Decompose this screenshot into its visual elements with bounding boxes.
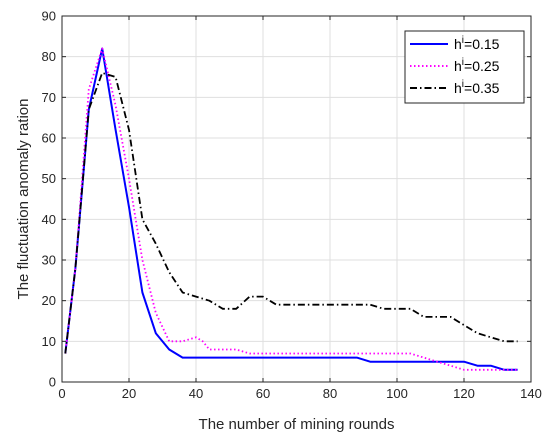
x-axis-title: The number of mining rounds <box>199 416 395 433</box>
y-tick-label: 90 <box>42 9 56 24</box>
axis-ticks: 0 20 40 60 80 100 120 140 0 10 20 30 40 50 60 70 80 90 <box>42 9 542 402</box>
y-tick-label: 80 <box>42 49 56 64</box>
y-tick-label: 30 <box>42 253 56 268</box>
y-tick-label: 60 <box>42 131 56 146</box>
legend: hi=0.15 hi=0.25 hi=0.35 <box>404 30 525 104</box>
series-line-3 <box>64 72 518 354</box>
x-tick-label: 60 <box>256 386 270 401</box>
legend-label-3: hi=0.35 <box>454 79 500 96</box>
x-tick-label: 40 <box>189 386 203 401</box>
x-tick-label: 100 <box>386 386 408 401</box>
series-line-1 <box>64 47 518 371</box>
y-tick-label: 10 <box>42 334 56 349</box>
legend-label-1: hi=0.15 <box>454 35 500 52</box>
axes-box <box>61 15 532 383</box>
x-tick-label: 80 <box>323 386 337 401</box>
y-tick-label: 20 <box>42 293 56 308</box>
y-axis-title: The fluctuation anomaly ration <box>15 99 32 300</box>
x-tick-label: 140 <box>520 386 542 401</box>
y-tick-label: 70 <box>42 90 56 105</box>
legend-label-2: hi=0.25 <box>454 57 500 74</box>
y-tick-label: 50 <box>42 171 56 186</box>
series-lines <box>64 47 518 371</box>
x-tick-label: 20 <box>122 386 136 401</box>
y-tick-label: 0 <box>49 375 56 390</box>
x-tick-label: 0 <box>58 386 65 401</box>
y-tick-label: 40 <box>42 212 56 227</box>
x-tick-label: 120 <box>453 386 475 401</box>
